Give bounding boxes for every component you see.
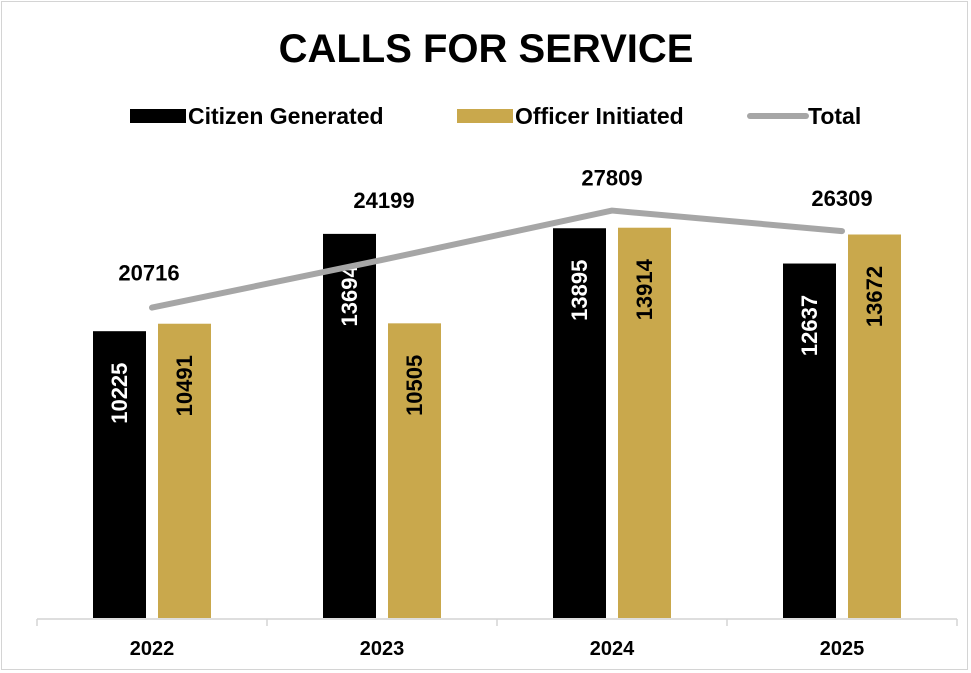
data-label-officer-initiated-2022: 10491 bbox=[172, 355, 197, 416]
bar-citizen-generated-2024 bbox=[553, 228, 606, 619]
data-label-total-2024: 27809 bbox=[581, 166, 642, 191]
bar-officer-initiated-2025 bbox=[848, 234, 901, 618]
data-label-total-2025: 26309 bbox=[811, 186, 872, 211]
data-label-citizen-generated-2023: 13694 bbox=[337, 265, 362, 327]
data-label-citizen-generated-2024: 13895 bbox=[567, 260, 592, 321]
x-tick-label-2025: 2025 bbox=[820, 638, 865, 660]
data-label-officer-initiated-2024: 13914 bbox=[632, 258, 657, 320]
bar-officer-initiated-2022 bbox=[158, 323, 211, 618]
data-label-citizen-generated-2022: 10225 bbox=[107, 363, 132, 424]
plot-area: 2022 10225 10491 2023 13694 10505 2024 13895 139… bbox=[36, 166, 958, 660]
data-label-total-2022: 20716 bbox=[118, 261, 179, 286]
bar-citizen-generated-2025 bbox=[783, 263, 836, 618]
bar-officer-initiated-2023 bbox=[388, 323, 441, 618]
bar-citizen-generated-2022 bbox=[93, 331, 146, 618]
legend: Citizen Generated Officer Initiated Tota… bbox=[130, 103, 861, 129]
x-tick-label-2023: 2023 bbox=[360, 638, 405, 660]
bar-officer-initiated-2024 bbox=[618, 227, 671, 619]
legend-label-total: Total bbox=[808, 103, 861, 129]
line-total bbox=[149, 207, 845, 311]
legend-swatch-citizen-generated bbox=[130, 109, 186, 123]
legend-label-officer-initiated: Officer Initiated bbox=[515, 103, 684, 129]
data-label-total-2023: 24199 bbox=[353, 188, 414, 213]
x-tick-label-2022: 2022 bbox=[130, 638, 175, 660]
legend-label-citizen-generated: Citizen Generated bbox=[188, 103, 384, 129]
chart-title: CALLS FOR SERVICE bbox=[279, 27, 694, 71]
data-label-officer-initiated-2025: 13672 bbox=[862, 266, 887, 327]
data-label-citizen-generated-2025: 12637 bbox=[797, 295, 822, 356]
x-tick-label-2024: 2024 bbox=[590, 638, 635, 660]
legend-swatch-officer-initiated bbox=[457, 109, 513, 123]
data-label-officer-initiated-2023: 10505 bbox=[402, 355, 427, 416]
bar-citizen-generated-2023 bbox=[323, 233, 376, 618]
